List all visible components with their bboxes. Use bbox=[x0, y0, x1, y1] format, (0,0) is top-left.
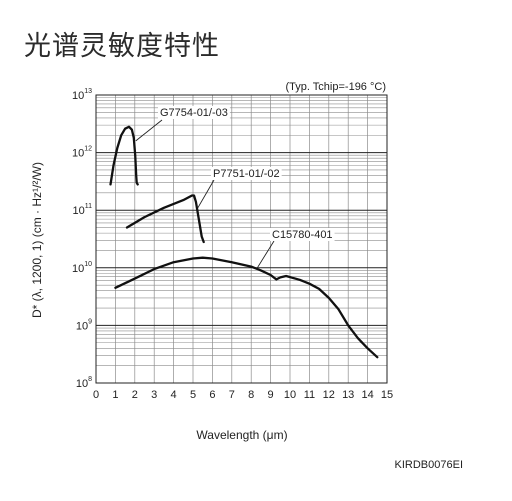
x-tick-label: 9 bbox=[268, 389, 274, 401]
grid-minor bbox=[96, 95, 387, 383]
y-tick-label: 109 bbox=[76, 318, 92, 332]
leader-line bbox=[256, 240, 275, 269]
x-axis-title: Wavelength (μm) bbox=[196, 428, 287, 442]
condition-note: (Typ. Tchip=-196 °C) bbox=[286, 81, 387, 93]
label-background bbox=[211, 167, 282, 180]
x-tick-label: 13 bbox=[342, 389, 354, 401]
y-tick-label: 1013 bbox=[72, 88, 92, 102]
x-tick-label: 1 bbox=[112, 389, 118, 401]
x-tick-label: 11 bbox=[304, 389, 315, 401]
y-tick-label: 1012 bbox=[72, 146, 92, 160]
x-tick-label: 4 bbox=[171, 389, 177, 401]
series-layer bbox=[109, 125, 379, 359]
series-annotations: G7754-01/-03 P7751-01/-02 C15780-401 bbox=[135, 106, 335, 269]
x-tick-labels: 0 1 2 3 4 5 6 7 8 9 10 11 12 13 14 15 bbox=[93, 389, 393, 401]
y-tick-label: 1011 bbox=[72, 203, 92, 217]
series-line bbox=[109, 125, 139, 186]
x-tick-label: 15 bbox=[381, 389, 393, 401]
y-axis-title: D* (λ, 1200, 1) (cm · Hz¹/²/W) bbox=[30, 162, 44, 318]
series-label: G7754-01/-03 bbox=[160, 107, 228, 119]
y-tick-label: 108 bbox=[76, 376, 92, 390]
x-tick-label: 5 bbox=[190, 389, 196, 401]
x-tick-label: 7 bbox=[229, 389, 235, 401]
x-tick-label: 6 bbox=[209, 389, 215, 401]
x-tick-label: 0 bbox=[93, 389, 99, 401]
series-line bbox=[114, 256, 379, 359]
plot-frame bbox=[95, 94, 388, 384]
x-tick-label: 2 bbox=[132, 389, 138, 401]
series-line bbox=[125, 194, 205, 244]
document-id: KIRDB0076EI bbox=[395, 459, 463, 471]
label-background bbox=[158, 106, 230, 119]
leader-line bbox=[197, 179, 215, 209]
grid-major bbox=[96, 152, 387, 326]
series-label: C15780-401 bbox=[272, 229, 333, 241]
x-tick-label: 8 bbox=[248, 389, 254, 401]
x-tick-label: 14 bbox=[361, 389, 373, 401]
y-tick-label: 1010 bbox=[72, 261, 92, 275]
y-tick-labels: 108 109 1010 1011 1012 1013 bbox=[72, 88, 92, 390]
x-tick-label: 10 bbox=[284, 389, 296, 401]
page-title: 光谱灵敏度特性 bbox=[24, 31, 220, 62]
series-label: P7751-01/-02 bbox=[213, 168, 280, 180]
leader-line bbox=[135, 119, 163, 142]
x-tick-label: 3 bbox=[151, 389, 157, 401]
label-background bbox=[270, 228, 335, 241]
x-tick-label: 12 bbox=[323, 389, 335, 401]
